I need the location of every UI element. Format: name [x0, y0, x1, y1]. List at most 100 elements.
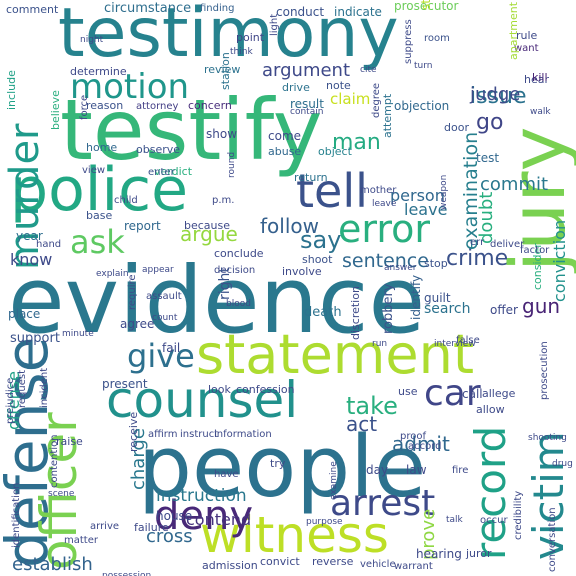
word-suppress: suppress	[403, 19, 414, 64]
word-room: room	[424, 33, 450, 44]
word-run: run	[372, 339, 388, 349]
word-degree: degree	[371, 82, 382, 118]
word-have: have	[214, 469, 239, 480]
word-review: review	[204, 63, 241, 76]
word-force: force	[79, 94, 90, 120]
word-act: act	[346, 412, 378, 436]
word-allow: allow	[476, 403, 505, 416]
word-stop: stop	[424, 257, 448, 270]
word-report: report	[124, 219, 161, 233]
word-prosecution: prosecution	[539, 341, 550, 400]
word-witness: witness	[200, 506, 389, 564]
word-shoot: shoot	[302, 253, 333, 266]
word-use: use	[398, 385, 418, 398]
word-mother: mother	[360, 185, 397, 196]
word-conviction: conviction	[550, 219, 569, 302]
word-error: error	[338, 207, 430, 251]
word-commit: commit	[480, 174, 549, 195]
word-statement: statement	[196, 323, 475, 386]
word-conclude: conclude	[214, 247, 264, 260]
word-motion: motion	[70, 67, 190, 107]
word-accord: accord	[408, 441, 442, 452]
word-follow: follow	[260, 214, 319, 238]
word-vehicle: vehicle	[360, 559, 396, 570]
word-abuse: abuse	[268, 145, 302, 158]
word-determine: determine	[70, 65, 127, 78]
word-appear: appear	[142, 265, 174, 275]
word-night: night	[80, 35, 104, 45]
word-observe: observe	[136, 143, 181, 156]
word-search: search	[424, 301, 471, 317]
word-know: know	[10, 250, 53, 269]
word-hearing: hearing	[416, 547, 462, 561]
word-look: look	[208, 383, 231, 396]
word-point: point	[236, 31, 265, 44]
word-answer: answer	[384, 263, 417, 273]
word-warrant: warrant	[394, 561, 433, 572]
word-establish: establish	[12, 554, 93, 575]
word-give: give	[127, 337, 195, 375]
word-go: go	[476, 110, 504, 135]
word-call: call	[462, 387, 483, 401]
word-tell: tell	[296, 164, 368, 218]
word-talk: talk	[446, 515, 463, 525]
word-concern: concern	[188, 99, 232, 112]
word-convict: convict	[260, 555, 300, 568]
word-scene: scene	[48, 489, 75, 499]
word-contend: contend	[186, 510, 252, 529]
word-reverse: reverse	[312, 555, 354, 568]
word-assault: assault	[146, 291, 182, 302]
word-rule: rule	[516, 29, 538, 42]
word-prejudice: prejudice	[5, 377, 16, 424]
word-attorney: attorney	[136, 101, 179, 112]
word-verdict: verdict	[154, 165, 193, 178]
word-come: come	[268, 129, 302, 143]
word-year: year	[16, 229, 43, 243]
word-apartment: apartment	[507, 1, 520, 60]
word-base: base	[86, 209, 113, 222]
word-judge: judge	[470, 84, 521, 105]
word-try: try	[270, 457, 286, 470]
word-shooting: shooting	[528, 433, 567, 443]
word-people: people	[138, 418, 427, 517]
word-indicate: indicate	[334, 5, 382, 19]
word-decision: decision	[214, 265, 256, 276]
word-circumstance: circumstance	[104, 1, 192, 16]
word-view: view	[82, 165, 106, 176]
word-return: return	[294, 171, 328, 184]
word-claim: claim	[330, 90, 371, 108]
word-request: request	[17, 369, 28, 408]
word-ask: ask	[70, 223, 125, 261]
word-discretion: discretion	[349, 286, 362, 340]
word-arrest: arrest	[330, 483, 436, 524]
word-include: include	[5, 70, 18, 110]
word-argue: argue	[180, 222, 238, 246]
word-deliver: deliver	[490, 239, 525, 250]
word-place: place	[8, 307, 41, 321]
word-person: person	[390, 186, 445, 205]
word-evidence: evidence	[8, 247, 426, 354]
word-guilt: guilt	[424, 291, 451, 305]
word-minute: minute	[62, 329, 94, 339]
word-turn: turn	[414, 61, 433, 71]
word-say: say	[300, 226, 342, 254]
word-station: station	[219, 52, 232, 90]
word-record: record	[466, 425, 515, 560]
word-juror: juror	[466, 547, 492, 560]
word-involve: involve	[282, 265, 322, 278]
word-conduct: conduct	[276, 5, 325, 19]
word-false: false	[456, 335, 480, 346]
word-affirm: affirm	[148, 429, 178, 440]
word-cite: cite	[360, 65, 377, 75]
word-p-m: p.m.	[212, 195, 235, 206]
word-house: house	[156, 509, 193, 523]
word-home: home	[86, 141, 118, 154]
word-occur: occur	[480, 515, 508, 526]
word-confession: confession	[236, 383, 295, 396]
word-credibility: credibility	[513, 490, 524, 540]
word-think: think	[230, 47, 253, 57]
word-because: because	[184, 219, 231, 232]
word-law: law	[406, 463, 427, 477]
word-finding: finding	[200, 3, 235, 14]
word-receive: receive	[127, 411, 140, 452]
